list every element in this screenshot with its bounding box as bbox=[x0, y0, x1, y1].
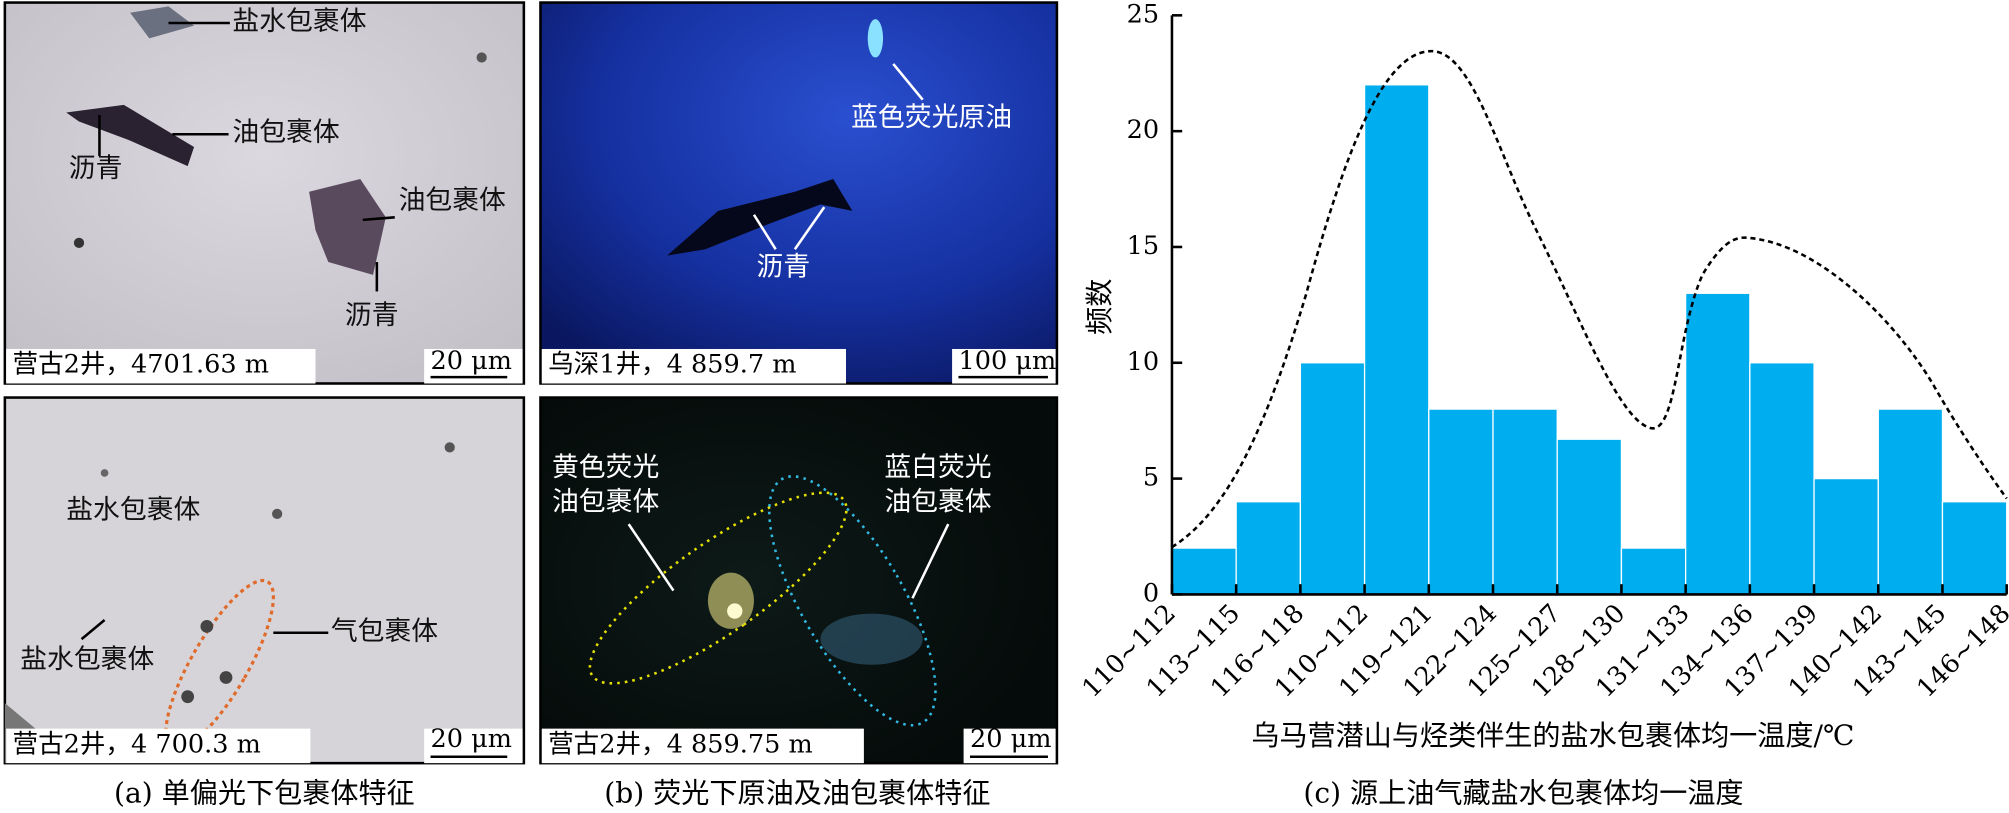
caption: (a) 单偏光下包裹体特征 bbox=[114, 777, 415, 810]
bar bbox=[1941, 501, 2008, 596]
y-axis-label: 频数 bbox=[1083, 279, 1116, 335]
y-tick-label: 20 bbox=[1127, 115, 1160, 145]
fit-curve bbox=[1171, 49, 2008, 549]
bar bbox=[1684, 292, 1751, 596]
bar bbox=[1299, 362, 1366, 596]
annotation: 油包裹体 bbox=[399, 185, 506, 216]
arrows bbox=[80, 21, 950, 641]
scale-bar: 20 μm bbox=[970, 724, 1051, 754]
annotation: 蓝白荧光 bbox=[884, 452, 991, 483]
histogram: 0510152025110~112113~115116~118110~11211… bbox=[1077, 0, 2009, 704]
annotation: 盐水包裹体 bbox=[232, 6, 366, 37]
annotation: 盐水包裹体 bbox=[66, 494, 200, 525]
caption: (c) 源上油气藏盐水包裹体均一温度 bbox=[1303, 777, 1743, 810]
photo-label: 营古2井，4 700.3 m bbox=[13, 729, 261, 759]
scale-bar: 20 μm bbox=[431, 346, 512, 376]
bar bbox=[1749, 362, 1815, 596]
y-tick-label: 5 bbox=[1143, 463, 1159, 493]
photo-b-top bbox=[539, 1, 1059, 385]
photo-label: 营古2井，4701.63 m bbox=[13, 350, 269, 380]
annotation: 黄色荧光 bbox=[552, 452, 659, 483]
bar bbox=[1235, 501, 1302, 596]
bar bbox=[1556, 438, 1623, 596]
annotation: 沥青 bbox=[69, 153, 123, 184]
x-axis-label: 乌马营潜山与烃类伴生的盐水包裹体均一温度/℃ bbox=[1251, 719, 1854, 752]
caption: (b) 荧光下原油及油包裹体特征 bbox=[604, 777, 990, 810]
annotation: 油包裹体 bbox=[884, 487, 991, 518]
y-tick-label: 15 bbox=[1127, 231, 1160, 261]
bar bbox=[1363, 84, 1430, 596]
y-tick-label: 10 bbox=[1127, 347, 1160, 377]
annotation: 蓝色荧光原油 bbox=[851, 102, 1012, 133]
annotation: 油包裹体 bbox=[232, 117, 339, 148]
photo-a-top bbox=[3, 1, 526, 385]
photo-label: 营古2井，4 859.75 m bbox=[548, 729, 813, 759]
y-tick-label: 0 bbox=[1143, 578, 1159, 608]
annotation: 盐水包裹体 bbox=[20, 644, 154, 675]
annotation: 沥青 bbox=[345, 300, 399, 331]
bar bbox=[1620, 547, 1687, 596]
annotation: 沥青 bbox=[757, 251, 811, 282]
scale-bar: 20 μm bbox=[431, 724, 512, 754]
photo-b-bottom bbox=[539, 396, 1059, 765]
bar bbox=[1171, 547, 1237, 596]
annotation: 气包裹体 bbox=[331, 616, 438, 647]
scale-bar: 100 μm bbox=[958, 346, 1056, 376]
bar bbox=[1877, 408, 1944, 596]
photo-labels bbox=[6, 348, 1056, 764]
y-tick-label: 25 bbox=[1127, 0, 1160, 29]
annotation: 油包裹体 bbox=[552, 487, 659, 518]
bar bbox=[1492, 408, 1558, 596]
photo-label: 乌深1井，4 859.7 m bbox=[548, 350, 796, 380]
photo-a-bottom bbox=[3, 396, 526, 765]
bar bbox=[1428, 408, 1494, 596]
bar bbox=[1813, 477, 1879, 596]
